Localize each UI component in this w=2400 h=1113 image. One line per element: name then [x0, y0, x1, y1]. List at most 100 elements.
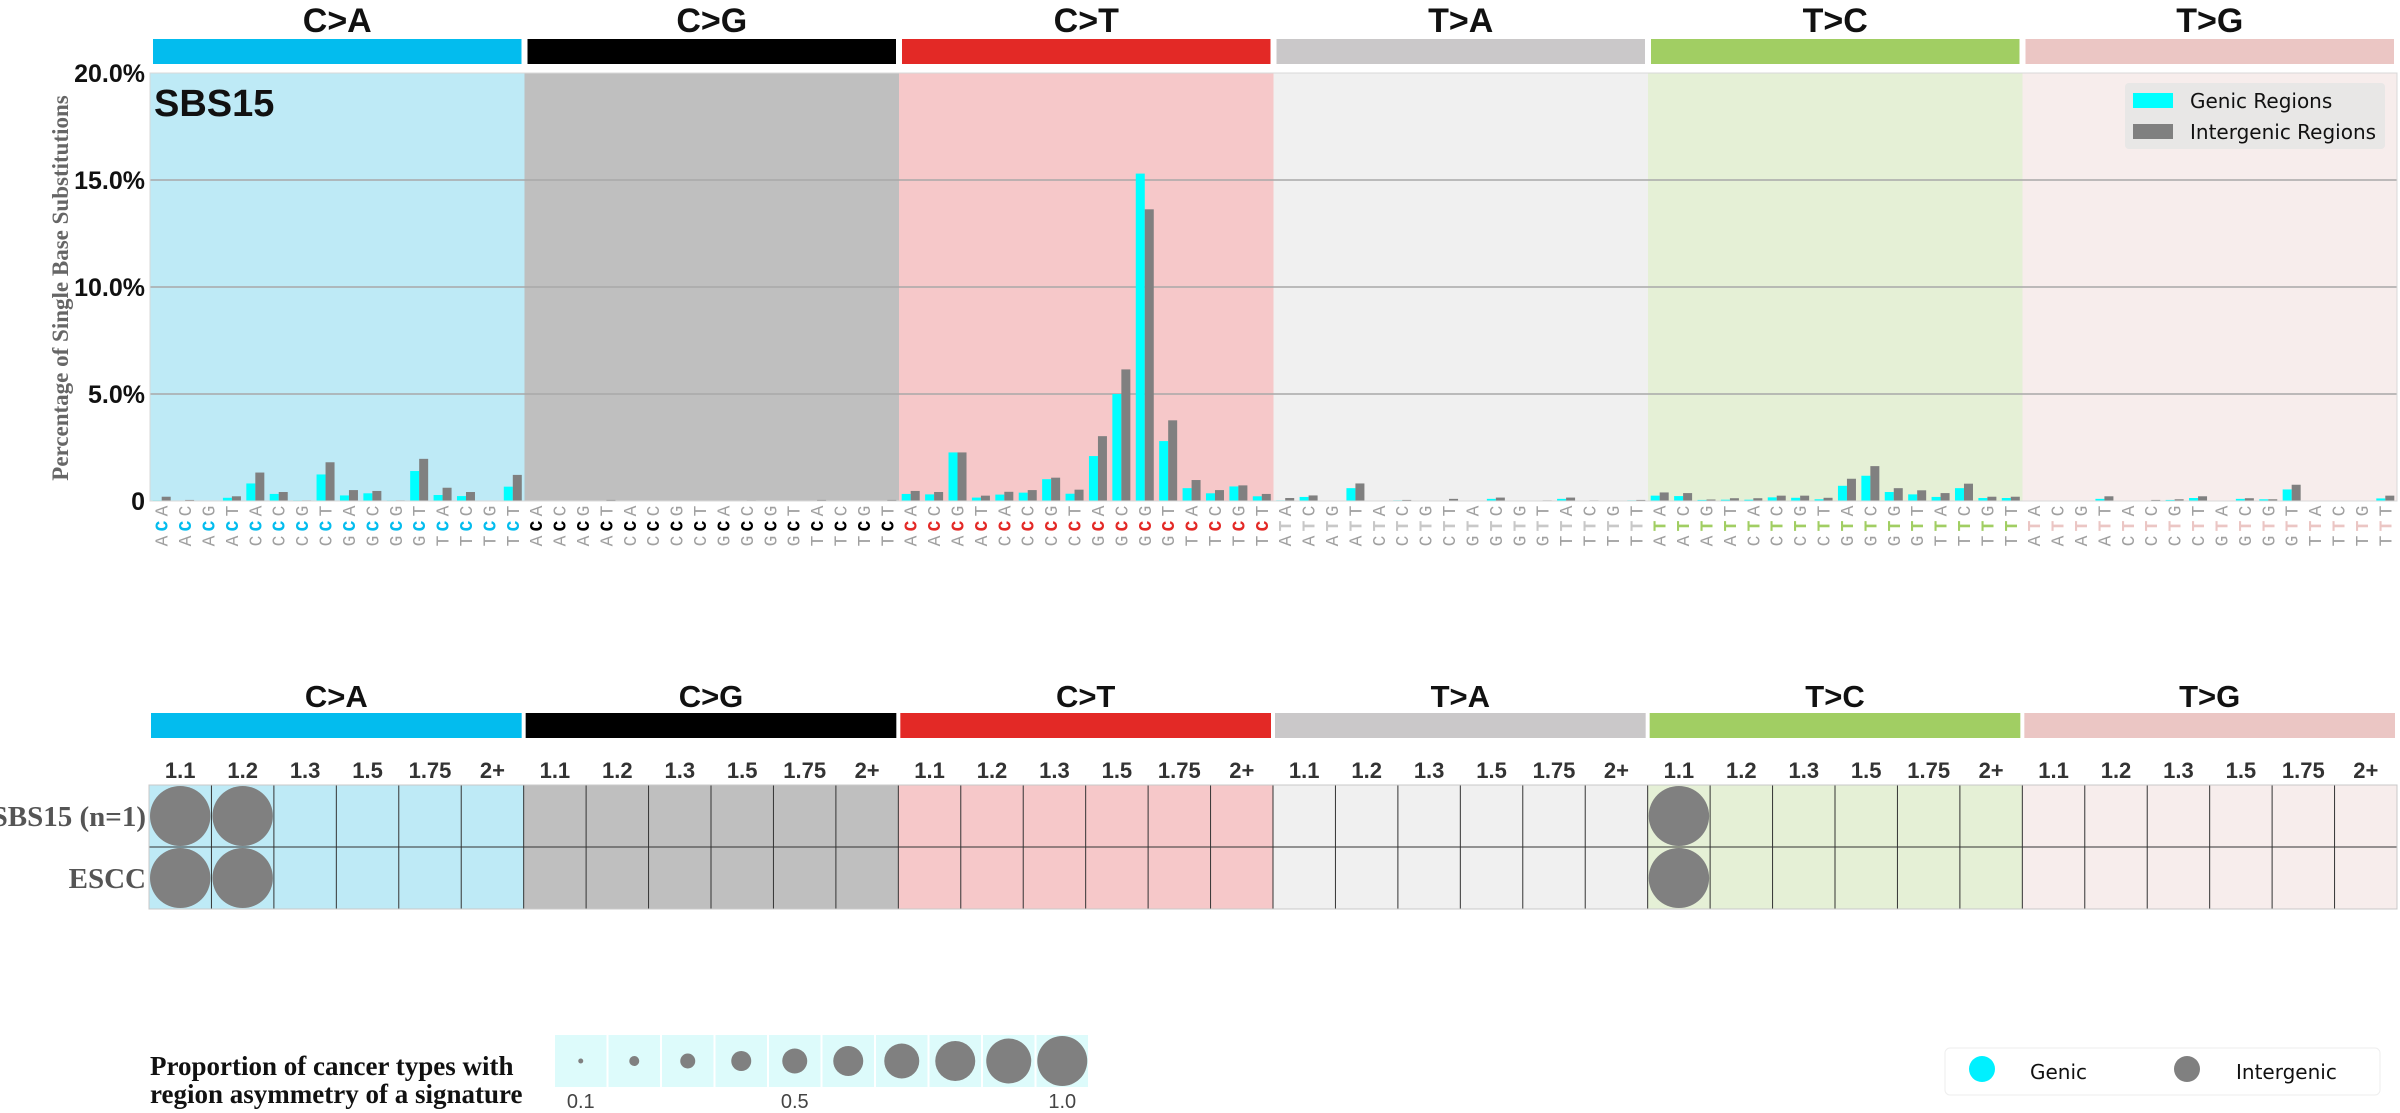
group-header-label: T>C: [1803, 2, 1868, 40]
context-tick-letter: C: [903, 520, 923, 531]
context-tick-letter: T: [598, 505, 618, 516]
group-header-bar: [1276, 39, 1645, 64]
bar-genic: [1884, 492, 1894, 501]
asymmetry-circle-intergenic: [150, 848, 211, 908]
context-tick-letter: C: [177, 505, 197, 516]
context-tick-letter: T: [1207, 535, 1227, 546]
grid-group-header-bar: [900, 713, 1271, 738]
bar-genic: [995, 494, 1005, 501]
context-tick-letter: G: [1137, 536, 1157, 547]
context-tick-letter: A: [575, 535, 595, 546]
bar-genic: [2259, 499, 2269, 501]
context-tick-letter: A: [903, 505, 923, 516]
context-tick-letter: T: [1488, 520, 1508, 531]
size-legend-tick: 1.0: [1048, 1091, 1076, 1113]
context-tick-letter: T: [1441, 520, 1461, 531]
grid-group-header-label: C>T: [1056, 679, 1115, 714]
context-tick-letter: T: [1675, 520, 1695, 531]
context-tick-letter: G: [669, 506, 689, 517]
context-tick-letter: T: [1254, 535, 1274, 546]
bar-genic: [1908, 494, 1918, 501]
bar-intergenic: [1308, 495, 1318, 501]
context-tick-letter: A: [528, 505, 548, 516]
context-tick-letter: T: [1816, 520, 1836, 531]
context-tick-letter: T: [1628, 505, 1648, 516]
context-tick-letter: G: [2213, 536, 2233, 547]
context-tick-letter: T: [973, 505, 993, 516]
bar-genic: [222, 497, 232, 501]
context-tick-letter: G: [411, 536, 431, 547]
bar-intergenic: [2291, 484, 2301, 501]
context-tick-letter: A: [435, 505, 455, 516]
context-tick-letter: G: [2073, 506, 2093, 517]
context-tick-letter: T: [879, 535, 899, 546]
size-legend-circle: [935, 1041, 976, 1081]
context-tick-letter: G: [2260, 536, 2280, 547]
context-tick-letter: T: [2237, 520, 2257, 531]
context-tick-letter: C: [879, 520, 899, 531]
context-tick-letter: C: [1043, 520, 1063, 531]
context-tick-letter: T: [1628, 535, 1648, 546]
context-tick-letter: A: [1699, 535, 1719, 546]
context-tick-letter: C: [762, 520, 782, 531]
bar-genic: [1814, 499, 1824, 501]
context-tick-letter: C: [1067, 520, 1087, 531]
context-tick-letter: C: [692, 535, 712, 546]
context-tick-letter: T: [1956, 535, 1976, 546]
context-tick-letter: C: [458, 520, 478, 531]
bar-genic: [246, 483, 256, 501]
bar-intergenic: [512, 474, 522, 501]
context-tick-letter: T: [1324, 520, 1344, 531]
bar-intergenic: [1940, 493, 1950, 501]
context-tick-letter: T: [481, 535, 501, 546]
bar-genic: [1112, 394, 1122, 501]
bar-intergenic: [1402, 499, 1412, 501]
context-tick-letter: C: [364, 505, 384, 516]
context-tick-letter: A: [224, 535, 244, 546]
context-tick-letter: C: [177, 520, 197, 531]
bar-genic: [1042, 479, 1052, 501]
threshold-label: 1.3: [290, 758, 321, 783]
context-tick-letter: T: [1933, 535, 1953, 546]
bar-intergenic: [1238, 485, 1248, 501]
bar-intergenic: [1870, 466, 1880, 501]
threshold-label: 1.2: [977, 758, 1008, 783]
context-tick-letter: C: [2237, 505, 2257, 516]
context-tick-letter: T: [2050, 520, 2070, 531]
context-tick-letter: T: [1511, 520, 1531, 531]
context-tick-letter: G: [388, 536, 408, 547]
context-tick-letter: C: [1371, 535, 1391, 546]
context-tick-letter: T: [1722, 520, 1742, 531]
context-tick-letter: T: [1909, 505, 1929, 516]
context-tick-letter: T: [2096, 520, 2116, 531]
threshold-label: 1.3: [664, 758, 695, 783]
group-header-label: T>A: [1428, 2, 1493, 40]
context-tick-letter: T: [458, 535, 478, 546]
context-tick-letter: C: [1418, 535, 1438, 546]
asymmetry-panel: C>A 1.1 1.2 1.3 1.5 1.75 2+ C>G 1.1 1.2 1.3 1.5 1.75…: [0, 679, 2398, 910]
context-tick-letter: T: [1418, 520, 1438, 531]
context-tick-letter: A: [2026, 535, 2046, 546]
context-tick-letter: T: [411, 505, 431, 516]
threshold-label: 1.5: [1102, 758, 1133, 783]
bar-intergenic: [1800, 495, 1810, 501]
context-tick-letter: T: [1581, 520, 1601, 531]
size-legend-circle: [884, 1043, 920, 1079]
context-tick-letter: G: [481, 506, 501, 517]
context-tick-letter: T: [1652, 520, 1672, 531]
context-tick-letter: T: [2284, 505, 2304, 516]
bar-genic: [1159, 441, 1169, 501]
grid-group-header-bar: [525, 713, 897, 738]
asymmetry-circle-intergenic: [212, 786, 273, 846]
context-tick-letter: G: [1792, 506, 1812, 517]
bar-chart-panel: C>A C>G C>T T>A T>C T>G05.0%10.0%15.0%20.0%AC…: [74, 2, 2398, 547]
bar-intergenic: [1683, 493, 1693, 501]
context-tick-letter: T: [2190, 505, 2210, 516]
bar-intergenic: [1987, 496, 1997, 501]
context-tick-letter: T: [1839, 520, 1859, 531]
context-tick-letter: T: [1816, 505, 1836, 516]
context-tick-letter: A: [2120, 505, 2140, 516]
context-tick-letter: A: [1652, 505, 1672, 516]
bar-genic: [1697, 499, 1707, 501]
bar-intergenic: [1495, 497, 1505, 501]
